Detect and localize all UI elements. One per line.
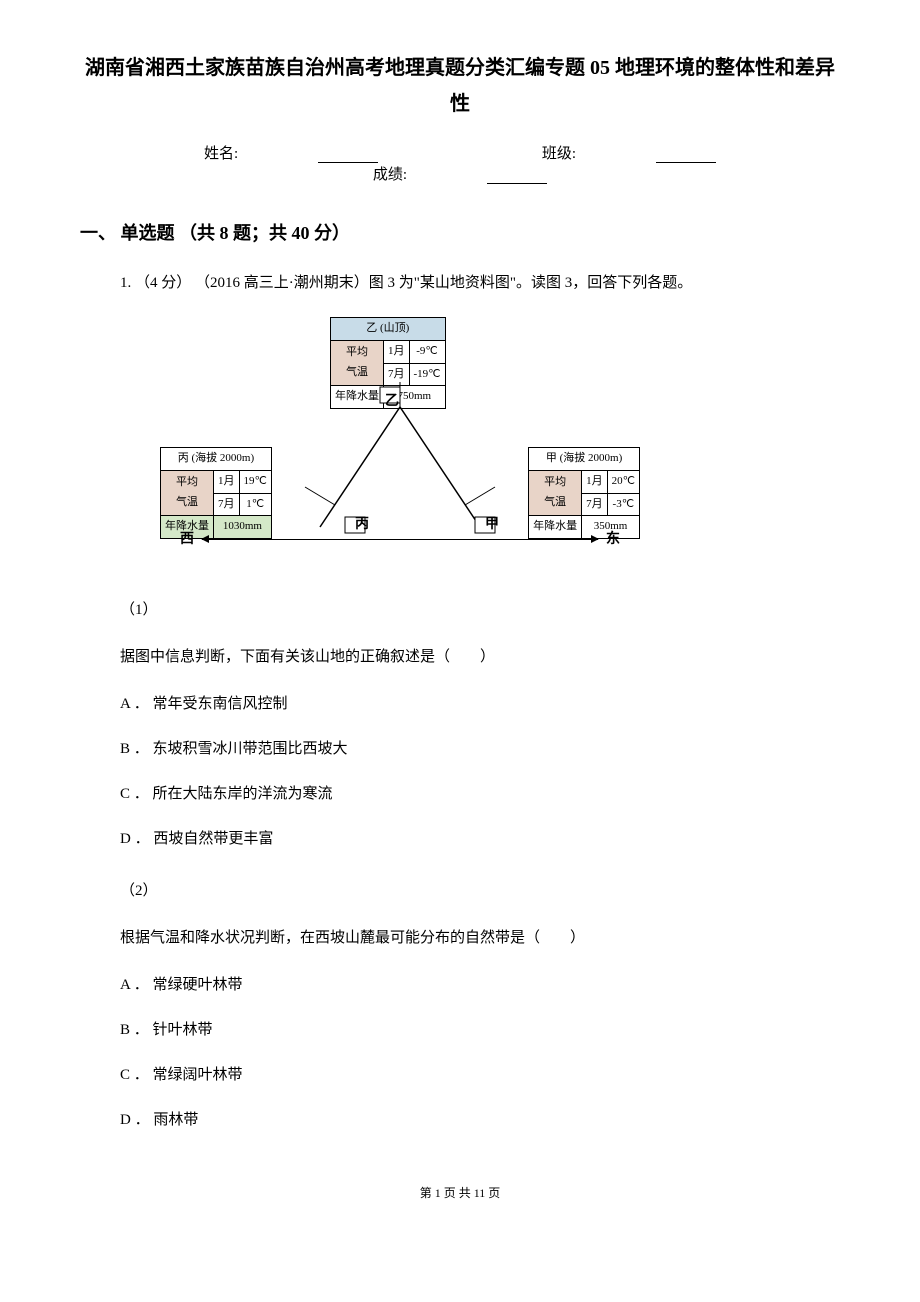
sub-2-option-c: C ． 常绿阔叶林带	[120, 1062, 840, 1089]
label-yi: 乙	[385, 389, 399, 414]
sub-1-option-d: D ． 西坡自然带更丰富	[120, 826, 840, 853]
sub-question-2: （2） 根据气温和降水状况判断，在西坡山麓最可能分布的自然带是（ ） A ． 常…	[120, 878, 840, 1134]
page-title: 湖南省湘西土家族苗族自治州高考地理真题分类汇编专题 05 地理环境的整体性和差异…	[80, 50, 840, 122]
student-info-row: 姓名: 班级: 成绩:	[80, 142, 840, 184]
sub-1-option-b: B ． 东坡积雪冰川带范围比西坡大	[120, 736, 840, 763]
sub-question-1: （1） 据图中信息判断，下面有关该山地的正确叙述是（ ） A ． 常年受东南信风…	[120, 597, 840, 853]
compass-indicator: 西 东	[180, 527, 620, 552]
section-heading: 一、 单选题 （共 8 题；共 40 分）	[80, 219, 840, 245]
mountain-diagram: 乙 (山顶) 平均气温 1月 -9℃ 7月 -19℃ 年降水量 750mm 丙 …	[160, 317, 640, 567]
score-field: 成绩:	[333, 167, 587, 183]
question-1-stem: 1. （4 分） （2016 高三上·潮州期末）图 3 为"某山地资料图"。读图…	[120, 270, 840, 297]
table-bing: 丙 (海拔 2000m) 平均气温 1月 19℃ 7月 1℃ 年降水量 1030…	[160, 447, 272, 539]
page-footer: 第 1 页 共 11 页	[80, 1184, 840, 1201]
sub-2-option-b: B ． 针叶林带	[120, 1017, 840, 1044]
table-jia: 甲 (海拔 2000m) 平均气温 1月 20℃ 7月 -3℃ 年降水量 350…	[528, 447, 640, 539]
sub-2-num: （2）	[120, 878, 840, 905]
sub-2-option-d: D ． 雨林带	[120, 1107, 840, 1134]
name-field: 姓名:	[164, 146, 418, 162]
sub-2-stem: 根据气温和降水状况判断，在西坡山麓最可能分布的自然带是（ ）	[120, 925, 840, 952]
sub-2-option-a: A ． 常绿硬叶林带	[120, 972, 840, 999]
class-field: 班级:	[502, 146, 756, 162]
sub-1-stem: 据图中信息判断，下面有关该山地的正确叙述是（ ）	[120, 644, 840, 671]
sub-1-num: （1）	[120, 597, 840, 624]
sub-1-option-a: A ． 常年受东南信风控制	[120, 691, 840, 718]
sub-1-option-c: C ． 所在大陆东岸的洋流为寒流	[120, 781, 840, 808]
question-1: 1. （4 分） （2016 高三上·潮州期末）图 3 为"某山地资料图"。读图…	[120, 270, 840, 1134]
